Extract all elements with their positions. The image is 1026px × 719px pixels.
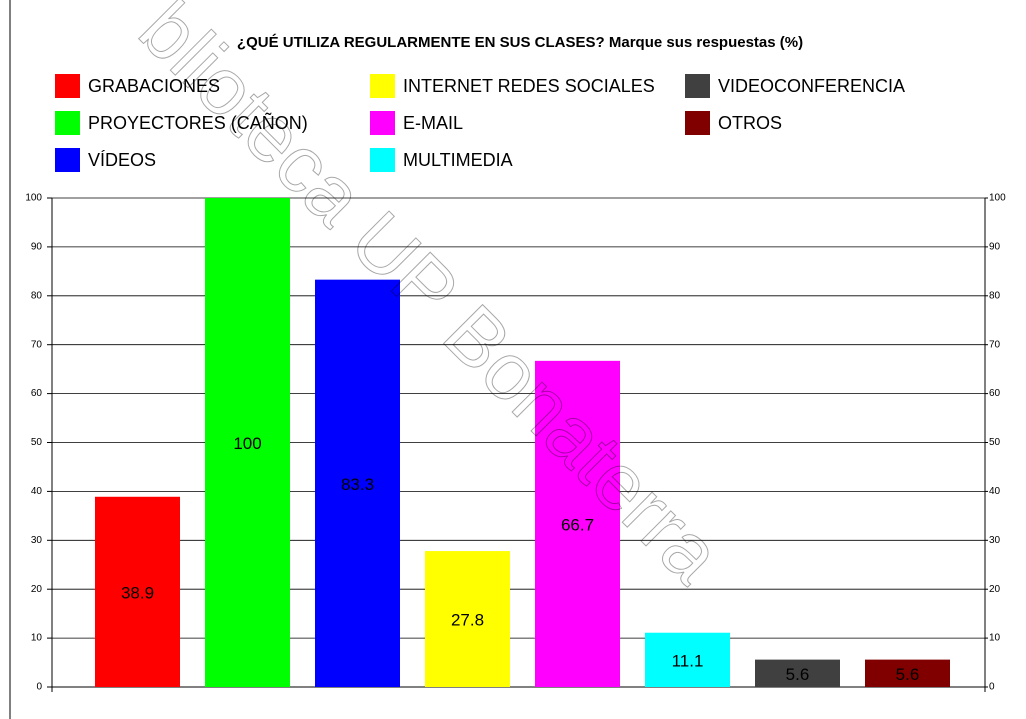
bar xyxy=(205,198,290,687)
legend-swatch xyxy=(55,148,80,172)
legend-label: MULTIMEDIA xyxy=(403,150,513,170)
y2-tick-label: 90 xyxy=(989,242,1001,253)
value-label: 66.7 xyxy=(561,515,594,534)
y2-tick-label: 60 xyxy=(989,388,1001,399)
y-tick-label: 0 xyxy=(36,682,42,693)
value-label: 100 xyxy=(233,434,261,453)
y-tick-label: 70 xyxy=(31,339,43,350)
legend-label: VIDEOCONFERENCIA xyxy=(718,76,905,96)
bar xyxy=(535,360,620,687)
y2-tick-label: 70 xyxy=(989,339,1001,350)
legend-swatch xyxy=(370,111,395,135)
y-tick-label: 100 xyxy=(25,193,42,204)
legend-swatch xyxy=(370,74,395,98)
y-tick-label: 20 xyxy=(31,584,43,595)
legend-label: GRABACIONES xyxy=(88,76,220,96)
bar xyxy=(95,496,180,687)
bar xyxy=(645,632,730,687)
y2-tick-label: 20 xyxy=(989,584,1001,595)
chart-title: ¿QUÉ UTILIZA REGULARMENTE EN SUS CLASES?… xyxy=(237,34,803,51)
y-tick-label: 80 xyxy=(31,290,43,301)
y-tick-label: 40 xyxy=(31,486,43,497)
legend-label: VÍDEOS xyxy=(88,150,156,170)
legend-label: E-MAIL xyxy=(403,113,463,133)
y2-tick-label: 80 xyxy=(989,290,1001,301)
value-label: 5.6 xyxy=(896,665,920,684)
y2-tick-label: 40 xyxy=(989,486,1001,497)
y-tick-label: 30 xyxy=(31,535,43,546)
legend-label: PROYECTORES (CAÑON) xyxy=(88,112,308,133)
legend-swatch xyxy=(685,111,710,135)
legend-label: INTERNET REDES SOCIALES xyxy=(403,76,655,96)
legend-swatch xyxy=(370,148,395,172)
bar xyxy=(425,551,510,687)
value-label: 5.6 xyxy=(786,665,810,684)
y2-tick-label: 0 xyxy=(989,682,995,693)
value-label: 83.3 xyxy=(341,475,374,494)
value-label: 38.9 xyxy=(121,583,154,602)
bar xyxy=(865,659,950,687)
legend-label: OTROS xyxy=(718,113,782,133)
y-tick-label: 10 xyxy=(31,633,43,644)
value-label: 11.1 xyxy=(672,651,704,670)
y-tick-label: 60 xyxy=(31,388,43,399)
y2-tick-label: 50 xyxy=(989,437,1001,448)
y2-tick-label: 100 xyxy=(989,193,1006,204)
bar xyxy=(315,279,400,687)
y-tick-label: 90 xyxy=(31,242,43,253)
legend-swatch xyxy=(55,74,80,98)
bar xyxy=(755,659,840,687)
value-label: 27.8 xyxy=(451,611,484,630)
y-tick-label: 50 xyxy=(31,437,43,448)
legend-swatch xyxy=(55,111,80,135)
y2-tick-label: 10 xyxy=(989,633,1001,644)
legend-swatch xyxy=(685,74,710,98)
y2-tick-label: 30 xyxy=(989,535,1001,546)
